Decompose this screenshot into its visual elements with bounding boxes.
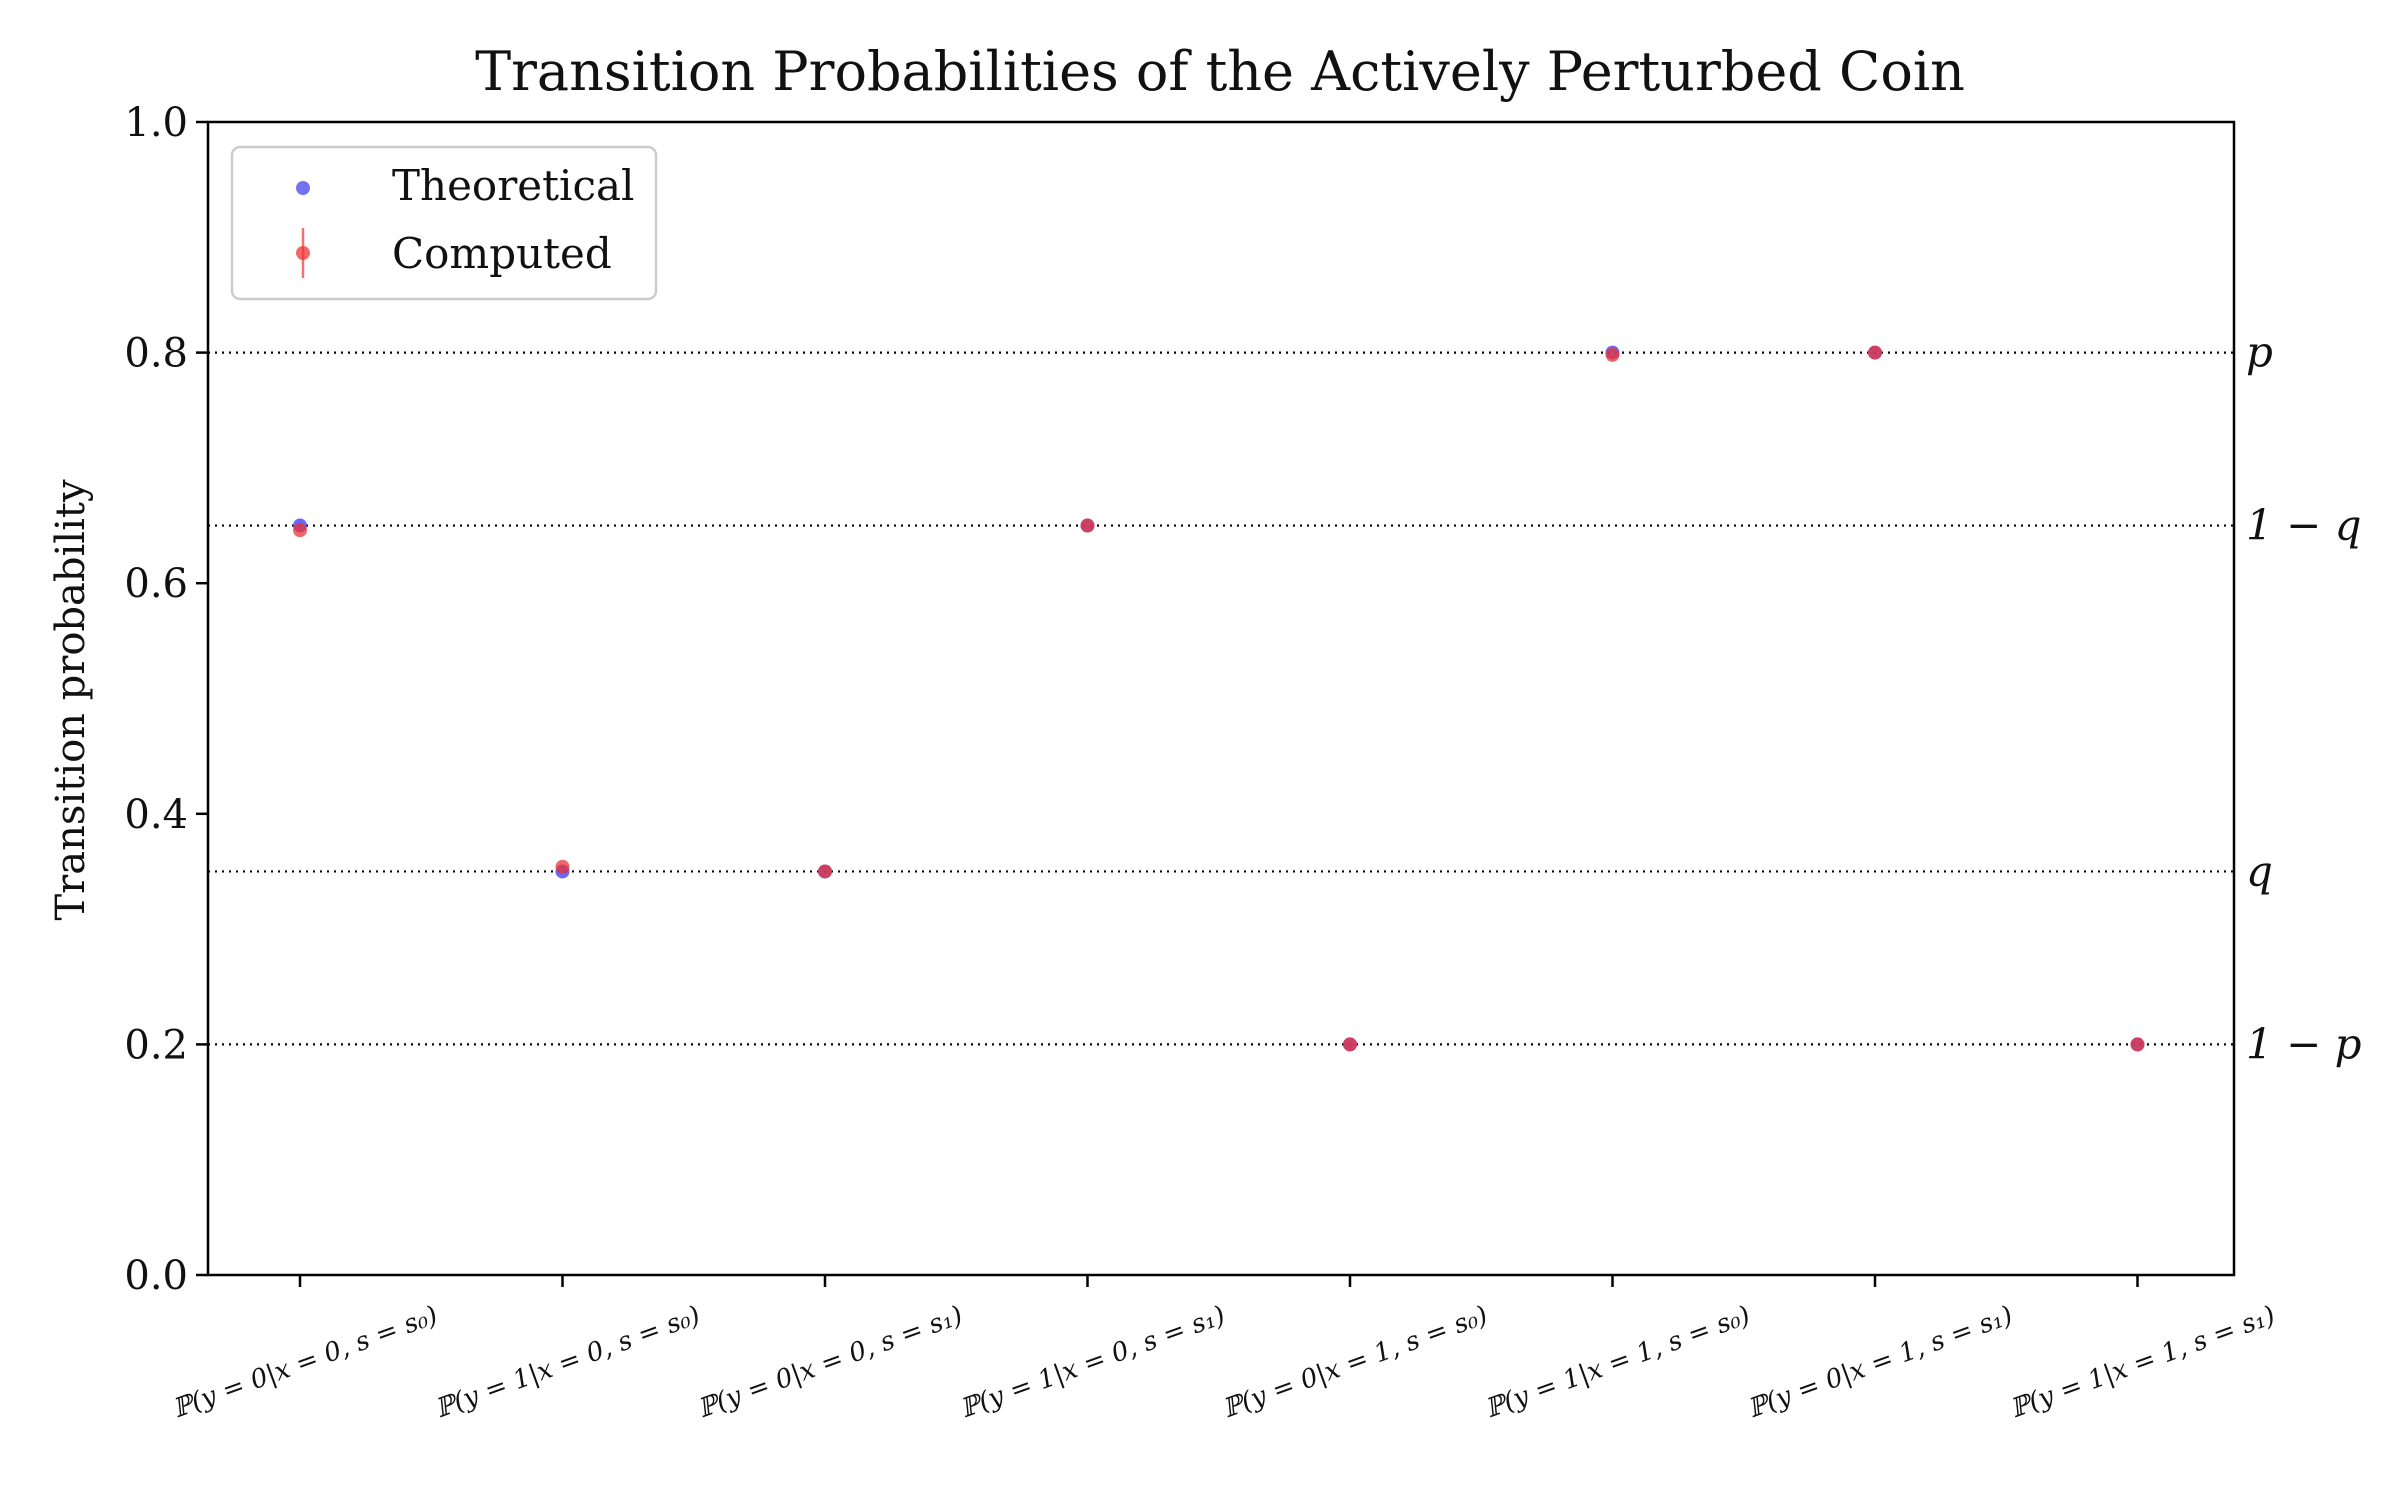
point-computed	[1868, 345, 1882, 360]
y-axis-label: Transition probability	[48, 479, 94, 920]
reference-line-label: 1 − p	[2246, 1019, 2362, 1068]
point-computed	[818, 864, 832, 879]
point-computed	[2130, 1037, 2145, 1052]
point-computed	[293, 523, 307, 538]
point-computed	[1343, 1037, 1357, 1052]
legend-marker-computed	[296, 246, 310, 260]
x-tick-label: ℙ(y = 0|x = 0, s = s₁)	[694, 1301, 967, 1425]
x-tick-label: ℙ(y = 1|x = 1, s = s₁)	[2006, 1301, 2279, 1425]
x-tick-label: ℙ(y = 0|x = 1, s = s₁)	[1744, 1301, 2017, 1425]
x-tick-label: ℙ(y = 1|x = 0, s = s₀)	[431, 1301, 704, 1425]
y-tick-label: 0.4	[124, 792, 188, 838]
plot-frame	[206, 120, 2236, 1277]
x-tick-label: ℙ(y = 0|x = 1, s = s₀)	[1219, 1301, 1492, 1425]
reference-line-label: q	[2246, 846, 2273, 895]
reference-line-label: p	[2246, 328, 2273, 377]
data-points	[293, 345, 2145, 1052]
x-tick-label: ℙ(y = 0|x = 0, s = s₀)	[169, 1301, 442, 1425]
y-tick-label: 0.6	[124, 561, 188, 607]
y-tick-label: 0.2	[124, 1022, 188, 1068]
point-computed	[1080, 518, 1095, 533]
y-tick-label: 0.8	[124, 331, 188, 377]
reference-line-label: 1 − q	[2246, 501, 2362, 550]
legend-label-theoretical: Theoretical	[392, 161, 634, 210]
legend-marker-theoretical	[296, 181, 310, 195]
x-tick-label: ℙ(y = 1|x = 0, s = s₁)	[956, 1301, 1229, 1425]
y-tick-label: 1.0	[124, 100, 188, 146]
legend: Theoretical Computed	[230, 145, 658, 301]
y-tick-label: 0.0	[124, 1253, 188, 1299]
x-tick-label: ℙ(y = 1|x = 1, s = s₀)	[1481, 1301, 1754, 1425]
point-computed	[1605, 347, 1620, 362]
point-computed	[555, 859, 570, 874]
reference-lines: p 1 − q q 1 − p	[208, 328, 2362, 1068]
chart-title: Transition Probabilities of the Actively…	[475, 40, 1965, 103]
x-axis-ticks: ℙ(y = 0|x = 0, s = s₀)ℙ(y = 1|x = 0, s =…	[169, 1275, 2279, 1425]
y-axis-ticks: 0.0 0.2 0.4 0.6 0.8 1.0	[124, 100, 208, 1299]
legend-label-computed: Computed	[392, 229, 612, 278]
legend-box	[230, 145, 658, 301]
